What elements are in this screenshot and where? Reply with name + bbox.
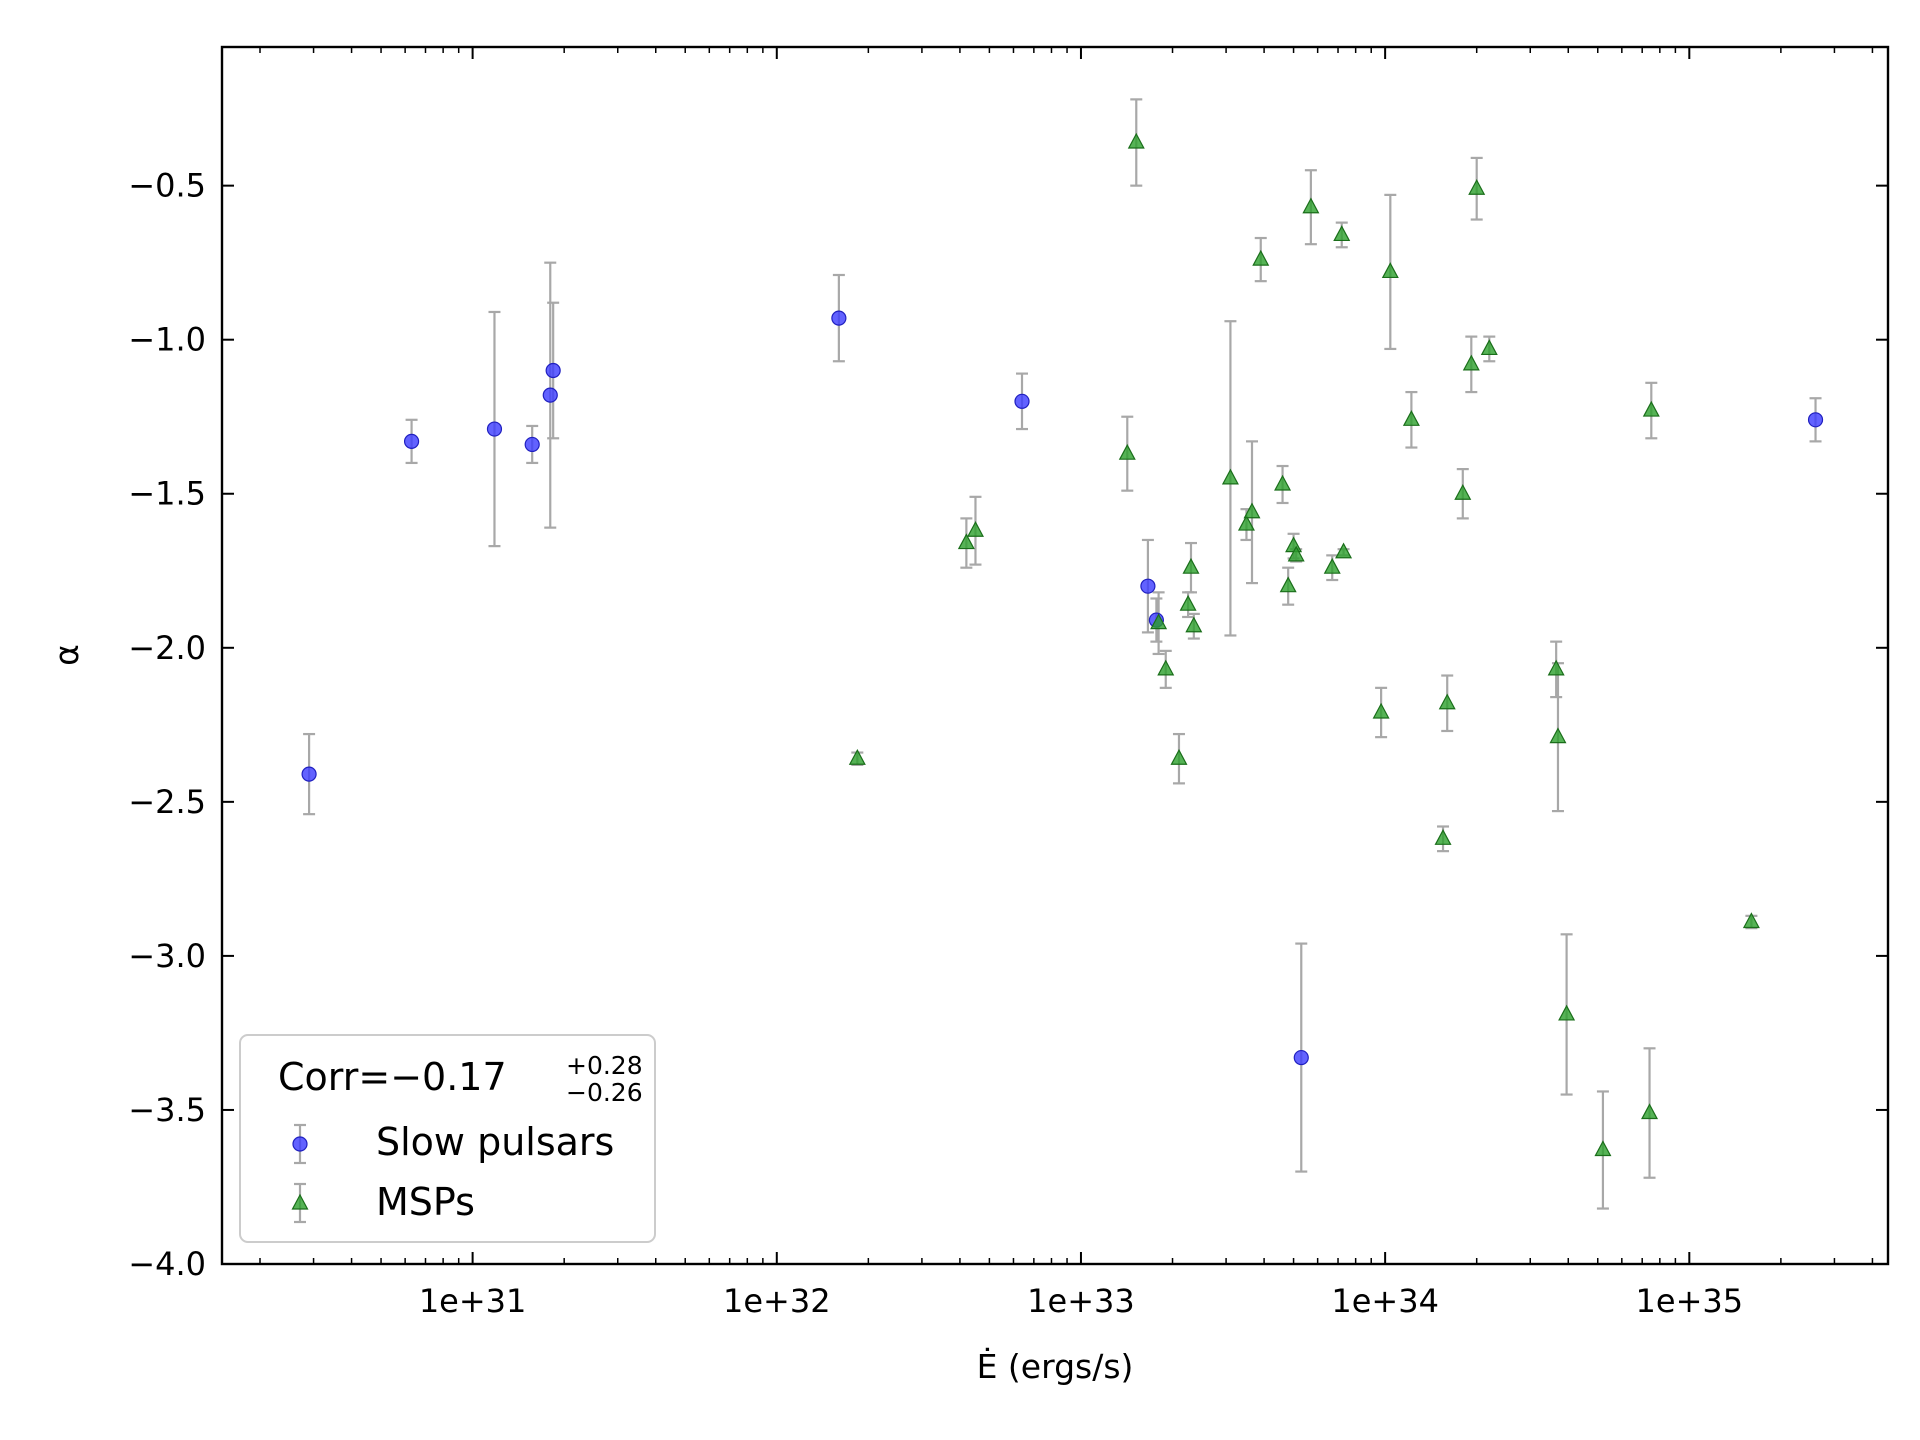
data-point-slow-pulsars	[542, 387, 558, 403]
data-point-msps	[1333, 225, 1351, 242]
data-point-msps	[1237, 514, 1255, 531]
data-point-msps	[1434, 829, 1452, 845]
data-point-slow-pulsars	[1014, 393, 1030, 409]
legend: Corr=−0.17 +0.28 −0.26 Slow pulsars MSPs	[239, 1034, 656, 1243]
data-point-msps	[1279, 576, 1297, 593]
data-point-msps	[1642, 400, 1660, 417]
y-tick-label: −3.0	[128, 937, 206, 975]
legend-box	[239, 1034, 656, 1243]
data-point-msps	[1372, 702, 1390, 719]
data-point-msps	[1468, 178, 1486, 195]
data-point-msps	[1381, 262, 1399, 279]
legend-title: Corr=−0.17	[278, 1055, 507, 1099]
x-axis-title: Ė (ergs/s)	[977, 1347, 1134, 1386]
y-tick-label: −3.5	[128, 1091, 206, 1129]
legend-label-slow-pulsars: Slow pulsars	[376, 1120, 614, 1164]
data-point-msps	[1454, 483, 1472, 500]
data-point-msps	[1438, 693, 1456, 710]
data-point-msps	[1243, 502, 1261, 519]
data-point-msps	[1335, 542, 1353, 559]
marker-layer	[301, 132, 1824, 1157]
x-tick-label: 1e+34	[1331, 1282, 1439, 1320]
tick-label-layer: 1e+31 1e+32 1e+33 1e+34 1e+35 −0.5 −1.0 −1.5 −2.…	[128, 167, 1743, 1320]
y-tick-label: −1.0	[128, 321, 206, 359]
data-point-msps	[1402, 410, 1420, 426]
data-point-msps	[1549, 727, 1567, 744]
legend-title-sup: +0.28	[566, 1051, 643, 1080]
legend-title-sub: −0.26	[566, 1078, 643, 1107]
data-point-msps	[1127, 132, 1145, 149]
data-point-msps	[1594, 1140, 1612, 1157]
data-point-msps	[1742, 912, 1760, 929]
data-point-msps	[1480, 339, 1498, 356]
legend-label-msps: MSPs	[376, 1180, 475, 1224]
data-point-msps	[957, 533, 975, 550]
data-point-slow-pulsars	[403, 433, 420, 449]
data-point-slow-pulsars	[545, 362, 561, 379]
y-axis-title: α	[47, 644, 86, 666]
legend-title-main: Corr=−0.17	[278, 1055, 507, 1099]
data-point-slow-pulsars	[486, 421, 503, 437]
y-tick-label: −0.5	[128, 167, 206, 205]
data-point-msps	[848, 748, 866, 765]
data-point-msps	[1462, 354, 1480, 371]
data-point-msps	[1185, 616, 1203, 633]
data-point-msps	[1274, 474, 1292, 491]
data-point-msps	[1150, 613, 1168, 630]
y-tick-label: −1.5	[128, 475, 206, 513]
y-tick-label: −2.0	[128, 629, 206, 667]
data-point-msps	[1323, 557, 1341, 574]
data-point-msps	[1157, 659, 1175, 676]
data-point-msps	[1170, 748, 1188, 765]
legend-msps-handle	[291, 1182, 309, 1224]
data-point-msps	[966, 520, 984, 537]
data-point-msps	[1252, 249, 1270, 266]
y-tick-label: −4.0	[128, 1245, 206, 1283]
legend-slow-pulsars-handle	[292, 1123, 308, 1165]
plot-frame	[220, 45, 1890, 1266]
tick-layer	[222, 47, 1888, 1265]
data-point-slow-pulsars	[831, 310, 847, 326]
data-point-msps	[1179, 594, 1197, 611]
x-tick-label: 1e+32	[723, 1282, 831, 1320]
data-point-msps	[1287, 545, 1305, 562]
data-point-slow-pulsars	[1293, 1049, 1309, 1066]
data-point-slow-pulsars	[1807, 412, 1824, 428]
x-tick-label: 1e+31	[419, 1282, 527, 1320]
data-point-msps	[1641, 1103, 1659, 1120]
x-tick-label: 1e+35	[1636, 1282, 1744, 1320]
data-point-slow-pulsars	[1140, 578, 1156, 594]
data-point-msps	[1221, 468, 1239, 485]
x-tick-label: 1e+33	[1027, 1282, 1135, 1320]
data-point-slow-pulsars	[524, 436, 540, 453]
data-point-msps	[1302, 197, 1320, 214]
y-tick-label: −2.5	[128, 783, 206, 821]
data-point-msps	[1118, 443, 1136, 460]
data-point-slow-pulsars	[301, 766, 317, 782]
data-point-msps	[1558, 1004, 1576, 1021]
data-point-msps	[1182, 557, 1200, 574]
data-point-msps	[1547, 659, 1565, 676]
